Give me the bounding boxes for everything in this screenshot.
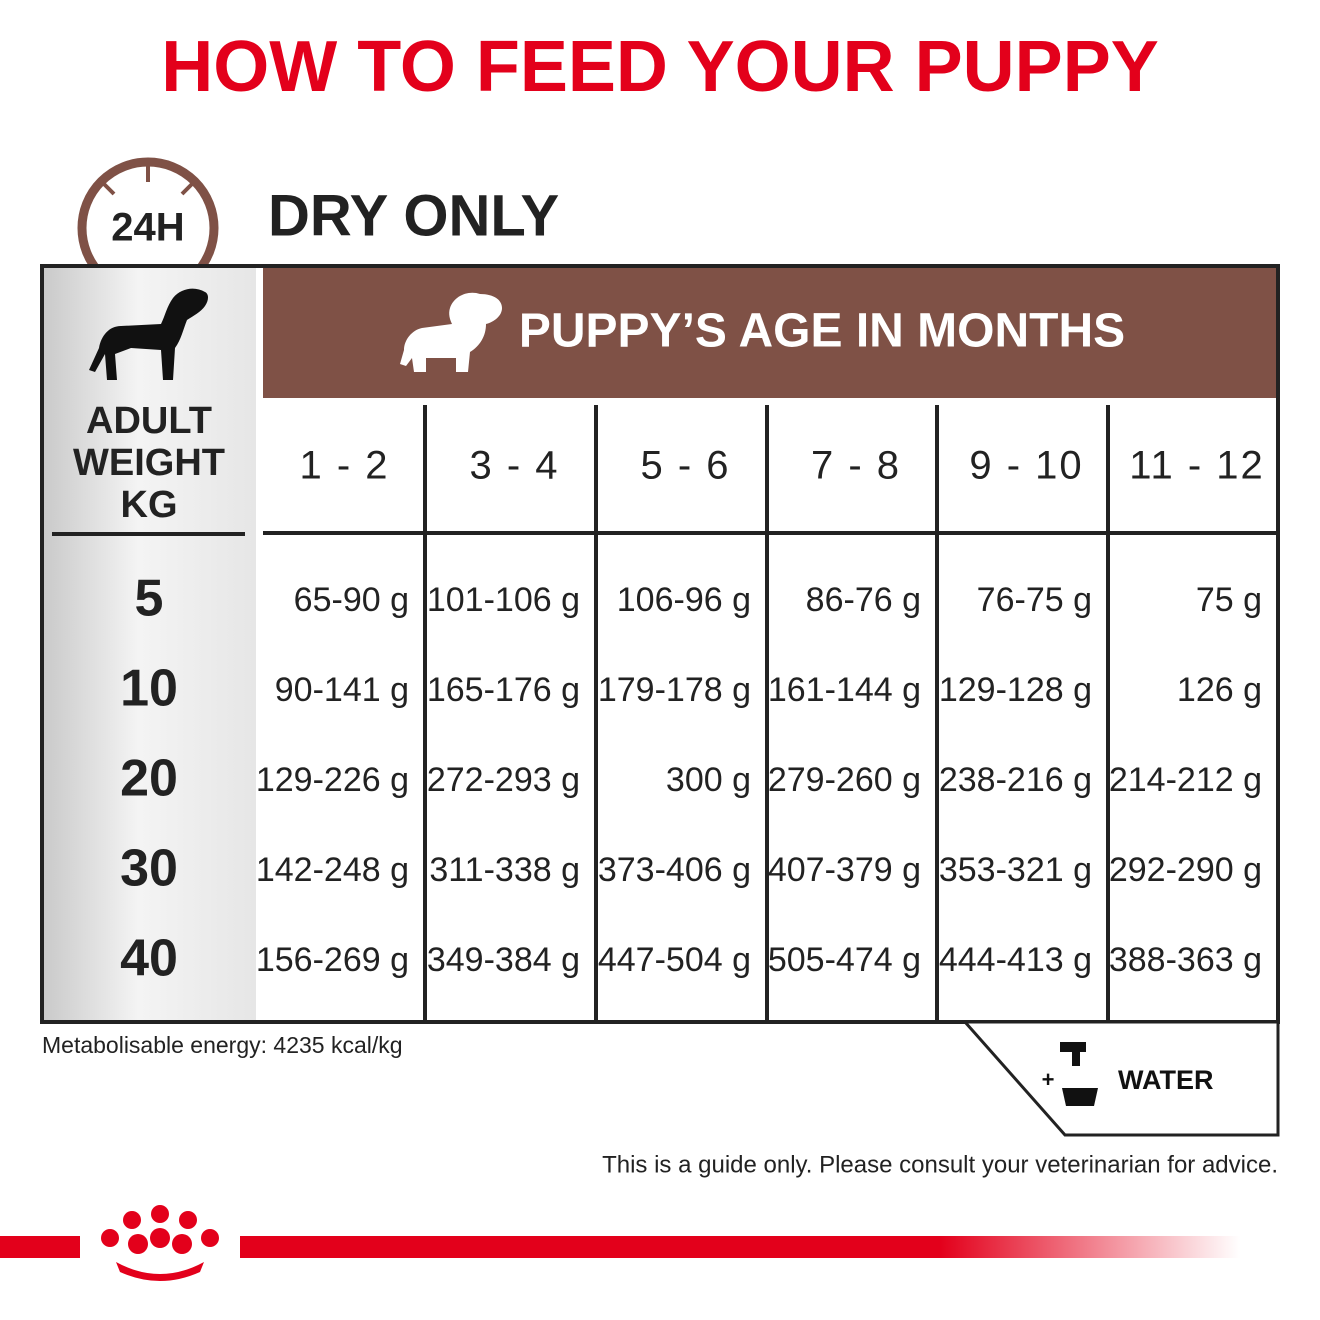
age-column-header: 9 - 10 — [969, 444, 1083, 488]
age-column-header: 1 - 2 — [299, 444, 389, 488]
weight-value: 10 — [120, 660, 178, 718]
weight-value: 40 — [120, 930, 178, 988]
weight-column-bg — [42, 266, 256, 1022]
footer-line — [240, 1236, 1240, 1258]
badge-label: 24H — [111, 206, 184, 250]
water-plus: + — [1042, 1067, 1055, 1092]
feeding-amount: 179-178 g — [598, 671, 751, 709]
weight-header: KG — [121, 484, 178, 526]
feeding-amount: 447-504 g — [598, 941, 751, 979]
weight-header: WEIGHT — [73, 442, 225, 484]
feeding-amount: 292-290 g — [1109, 851, 1262, 889]
age-column-header: 5 - 6 — [640, 444, 730, 488]
feeding-amount: 65-90 g — [294, 581, 409, 619]
water-box — [961, 1020, 1280, 1137]
feeding-amount: 75 g — [1196, 581, 1262, 619]
disclaimer: This is a guide only. Please consult you… — [602, 1151, 1278, 1178]
feeding-amount: 86-76 g — [806, 581, 921, 619]
feeding-amount: 279-260 g — [768, 761, 921, 799]
weight-value: 30 — [120, 840, 178, 898]
age-column-header: 3 - 4 — [469, 444, 559, 488]
feeding-amount: 388-363 g — [1109, 941, 1262, 979]
water-icon — [1060, 1042, 1098, 1106]
age-header: PUPPY’S AGE IN MONTHS — [519, 305, 1125, 358]
feeding-amount: 311-338 g — [429, 851, 580, 889]
adult-dog-icon — [89, 288, 208, 380]
feeding-amount: 238-216 g — [939, 761, 1092, 799]
feeding-amount: 129-226 g — [256, 761, 409, 799]
table-border — [40, 264, 1280, 1024]
puppy-icon — [400, 292, 502, 372]
age-column-header: 7 - 8 — [811, 444, 901, 488]
footer-line — [0, 1236, 80, 1258]
section-title: DRY ONLY — [268, 183, 559, 248]
feeding-amount: 272-293 g — [427, 761, 580, 799]
age-column-header: 11 - 12 — [1129, 444, 1265, 488]
feeding-amount: 106-96 g — [617, 581, 751, 619]
weight-value: 20 — [120, 750, 178, 808]
water-label: WATER — [1118, 1065, 1214, 1095]
feeding-amount: 373-406 g — [598, 851, 751, 889]
feeding-amount: 161-144 g — [768, 671, 921, 709]
feeding-amount: 126 g — [1177, 671, 1262, 709]
feeding-amount: 214-212 g — [1109, 761, 1262, 799]
feeding-amount: 353-321 g — [939, 851, 1092, 889]
feeding-amount: 407-379 g — [768, 851, 921, 889]
feeding-amount: 156-269 g — [256, 941, 409, 979]
feeding-amount: 129-128 g — [939, 671, 1092, 709]
clock-badge: 24H — [77, 157, 219, 299]
feeding-amount: 444-413 g — [939, 941, 1092, 979]
feeding-amount: 349-384 g — [427, 941, 580, 979]
crown-logo — [101, 1205, 219, 1281]
feeding-amount: 76-75 g — [977, 581, 1092, 619]
energy-note: Metabolisable energy: 4235 kcal/kg — [42, 1032, 403, 1058]
feeding-amount: 165-176 g — [427, 671, 580, 709]
page-title: HOW TO FEED YOUR PUPPY — [161, 27, 1159, 107]
feeding-amount: 101-106 g — [427, 581, 580, 619]
feeding-amount: 505-474 g — [768, 941, 921, 979]
weight-value: 5 — [135, 570, 164, 628]
feeding-amount: 300 g — [666, 761, 751, 799]
weight-header: ADULT — [86, 400, 212, 442]
feeding-amount: 90-141 g — [275, 671, 409, 709]
feeding-amount: 142-248 g — [256, 851, 409, 889]
